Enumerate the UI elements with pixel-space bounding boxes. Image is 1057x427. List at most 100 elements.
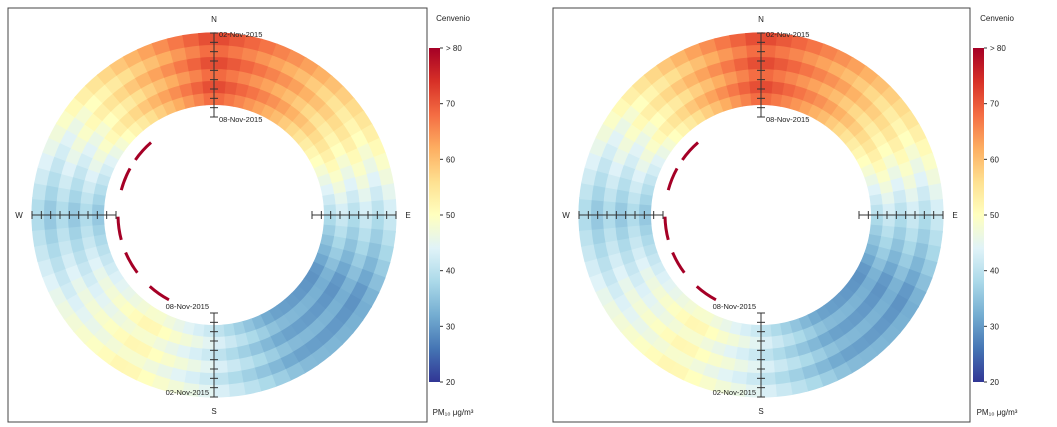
annulus-cell [102, 152, 120, 169]
annulus-cell [79, 224, 94, 239]
annulus-cell [906, 215, 920, 231]
annulus-cell [761, 56, 777, 70]
annulus-cell [176, 70, 193, 86]
annulus-cell [323, 215, 337, 227]
annulus-cell [622, 259, 640, 277]
annulus-cell [581, 165, 598, 186]
annulus-cell [875, 168, 892, 185]
annulus-cell [247, 340, 265, 357]
annulus-cell [347, 202, 361, 217]
annulus-cell [729, 32, 748, 48]
annulus-cell [831, 362, 853, 382]
annulus-cell [317, 173, 333, 188]
annulus-cell [904, 227, 919, 245]
annulus-cell [920, 152, 938, 173]
annulus-cell [126, 307, 145, 326]
annulus-cell [769, 323, 783, 338]
annulus-cell [747, 336, 761, 350]
annulus-cell [846, 293, 865, 312]
annulus-cell [377, 244, 394, 265]
annulus-cell [748, 68, 763, 82]
annulus-cell [45, 240, 62, 260]
annulus-cell [584, 150, 602, 172]
annulus-cell [214, 44, 231, 58]
annulus-cell [67, 188, 83, 204]
annulus-cell [226, 57, 244, 72]
trace-arc [671, 251, 686, 274]
annulus-cell [771, 80, 786, 96]
annulus-cell [270, 369, 292, 388]
annulus-cell [191, 323, 205, 338]
annulus-cell [614, 188, 630, 204]
annulus-cell [909, 156, 927, 176]
date-label-outer-top: 02-Nov-2015 [766, 30, 809, 39]
annulus-cell [786, 367, 806, 384]
annulus-cell [928, 229, 943, 249]
annulus-cell [227, 45, 246, 60]
annulus-cell [378, 167, 395, 188]
annulus-cell [774, 382, 793, 398]
annulus-cell [747, 56, 763, 70]
annulus-cell [894, 202, 908, 217]
legend-unit-label: PM₁₀ μg/m³ [433, 408, 474, 417]
annulus-cell [345, 226, 361, 242]
annulus-cell [67, 213, 81, 228]
annulus-cell [788, 46, 807, 63]
annulus-cell [227, 382, 246, 398]
direction-label-w: W [562, 211, 570, 220]
annulus-cell [761, 44, 778, 58]
annulus-cell [228, 33, 248, 48]
annulus-cell [182, 32, 201, 48]
annulus-cell [797, 352, 816, 369]
annulus-cell [788, 318, 803, 334]
annulus-cell [69, 236, 85, 253]
annulus-cell [638, 203, 652, 215]
annulus-cell [212, 372, 229, 386]
trace-arc [124, 251, 139, 274]
direction-label-n: N [211, 15, 217, 24]
annulus-cell [736, 334, 751, 350]
annulus-cell [231, 321, 246, 336]
annulus-cell [626, 224, 641, 239]
annulus-cell [794, 340, 812, 357]
annulus-cell [347, 215, 361, 230]
annulus-cell [371, 215, 385, 232]
annulus-cell [602, 226, 618, 243]
annulus-cell [734, 346, 750, 362]
annulus-cell [202, 80, 216, 94]
annulus-cell [925, 167, 942, 188]
annulus-cell [188, 68, 204, 84]
annulus-cell [152, 76, 170, 94]
annulus-cell [902, 173, 918, 192]
date-label-inner-top: 08-Nov-2015 [766, 115, 809, 124]
direction-label-w: W [15, 211, 23, 220]
annulus-cell [735, 68, 751, 84]
annulus-cell [110, 118, 129, 137]
direction-label-s: S [211, 407, 216, 416]
annulus-cell [770, 92, 784, 107]
annulus-cell [223, 92, 237, 107]
annulus-cell [179, 82, 195, 98]
trace-arc [666, 167, 679, 191]
annulus-cell [592, 169, 609, 188]
annulus-cell [34, 165, 51, 186]
colorbar-tick-label: 20 [990, 378, 999, 387]
annulus-cell [172, 96, 187, 112]
annulus-cell [331, 180, 347, 196]
annulus-cell [649, 152, 667, 169]
annulus-cell [578, 213, 592, 231]
colorbar-tick-label: 40 [990, 267, 999, 276]
direction-label-n: N [758, 15, 764, 24]
annulus-cell [223, 335, 238, 350]
annulus-cell [334, 191, 349, 206]
annulus-cell [93, 232, 108, 247]
annulus-cell [920, 258, 938, 280]
annulus-cell [33, 242, 50, 263]
annulus-cell [359, 201, 373, 217]
annulus-cell [590, 198, 604, 215]
annulus-cell [214, 80, 228, 94]
annulus-cell [308, 261, 326, 278]
direction-axes [31, 32, 397, 398]
annulus-cell [726, 82, 742, 98]
